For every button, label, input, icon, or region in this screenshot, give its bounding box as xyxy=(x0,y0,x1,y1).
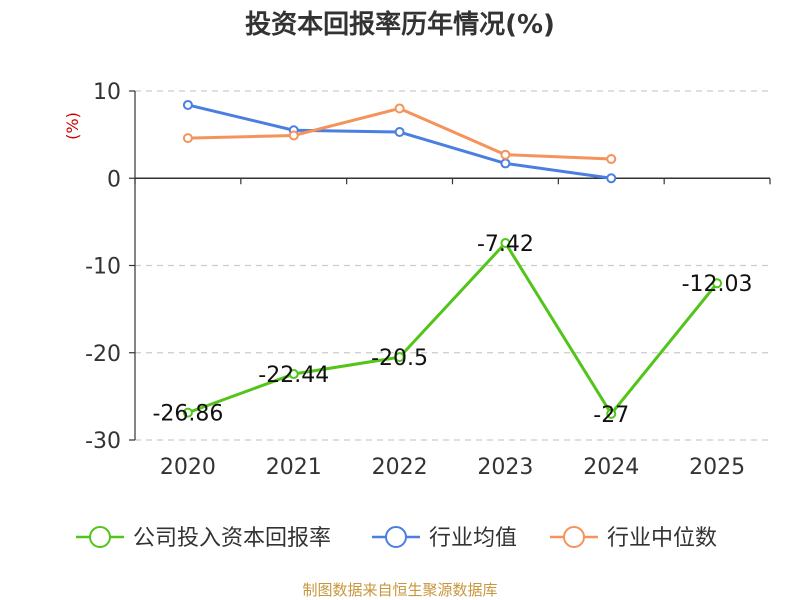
point-s1-2022 xyxy=(394,127,405,138)
source-note: 制图数据来自恒生聚源数据库 xyxy=(302,581,497,599)
data-label-2023: -7.42 xyxy=(477,232,534,257)
y-tick-label-0: 10 xyxy=(93,80,121,105)
point-s2-2020 xyxy=(182,133,193,144)
series-lines xyxy=(182,99,723,419)
y-tick-label-4: -30 xyxy=(85,429,121,454)
legend: 公司投入资本回报率 行业均值 行业中位数 xyxy=(76,526,717,551)
point-s2-2024 xyxy=(606,154,617,165)
x-tick-label-2022: 2022 xyxy=(372,455,428,480)
point-s0-2021 xyxy=(288,369,299,380)
point-s1-2020 xyxy=(182,99,193,110)
x-tick-label-2025: 2025 xyxy=(689,455,745,480)
series-line-0 xyxy=(187,241,719,416)
y-tick-label-1: 0 xyxy=(107,167,121,192)
legend-marker-1 xyxy=(385,526,407,548)
point-s0-2020 xyxy=(182,407,193,418)
legend-marker-2 xyxy=(563,526,585,548)
point-s0-2023 xyxy=(500,237,511,248)
data-label-2022: -20.5 xyxy=(371,346,428,371)
chart-title: 投资本回报率历年情况(%) xyxy=(245,9,555,40)
data-label-2024: -27 xyxy=(593,403,629,428)
point-s0-2024 xyxy=(606,408,617,419)
point-s0-2025 xyxy=(712,278,723,289)
series-line-1 xyxy=(187,103,612,180)
x-tick-label-2024: 2024 xyxy=(583,455,639,480)
legend-label-0: 公司投入资本回报率 xyxy=(133,526,331,551)
gridlines xyxy=(135,90,770,441)
x-tick-label-2020: 2020 xyxy=(160,455,216,480)
point-s0-2022 xyxy=(394,352,405,363)
point-s2-2023 xyxy=(500,149,511,160)
data-labels: -26.86 -22.44 -20.5 -7.42 -27 -12.03 xyxy=(152,232,752,428)
data-label-2020: -26.86 xyxy=(152,402,223,427)
axes: 10 0 -10 -20 -30 2020 2021 2022 2023 2024 2025 xyxy=(85,80,771,480)
legend-marker-0 xyxy=(89,526,111,548)
y-axis-unit-label: (%) xyxy=(63,112,82,140)
point-s1-2024 xyxy=(606,173,617,184)
point-s2-2022 xyxy=(394,103,405,114)
data-label-2021: -22.44 xyxy=(258,363,329,388)
y-tick-label-2: -10 xyxy=(85,255,121,280)
y-tick-label-3: -20 xyxy=(85,342,121,367)
legend-label-2: 行业中位数 xyxy=(607,526,717,551)
point-s1-2023 xyxy=(500,158,511,169)
data-label-2025: -12.03 xyxy=(682,272,753,297)
legend-label-1: 行业均值 xyxy=(429,526,517,551)
point-s2-2021 xyxy=(288,130,299,141)
x-tick-label-2021: 2021 xyxy=(266,455,322,480)
x-tick-label-2023: 2023 xyxy=(477,455,533,480)
